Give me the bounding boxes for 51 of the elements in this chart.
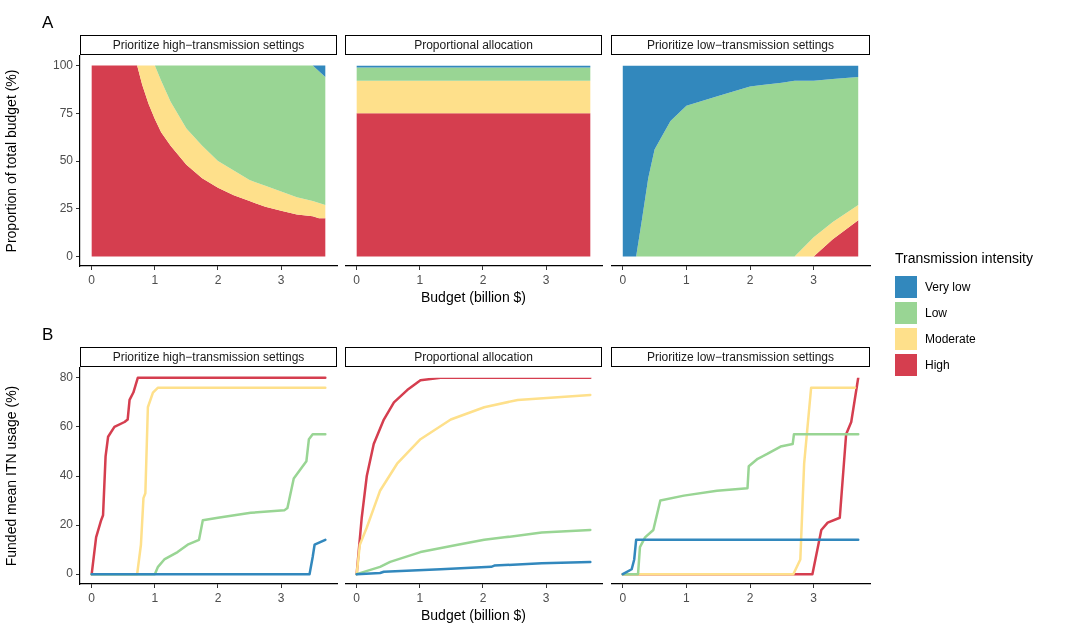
y-tick-label: 75 bbox=[59, 105, 74, 120]
x-tick-label: 1 bbox=[151, 272, 159, 287]
y-tick-label: 80 bbox=[59, 370, 74, 385]
x-tick-label: 2 bbox=[214, 590, 222, 605]
text: B bbox=[42, 325, 54, 345]
chart-title: Proportional allocation bbox=[345, 35, 602, 55]
chart-title: Prioritize high−transmission settings bbox=[80, 347, 337, 367]
legend-title: Transmission intensity bbox=[895, 250, 1033, 266]
y-tick-label: 50 bbox=[59, 153, 74, 168]
x-tick-label: 3 bbox=[277, 590, 285, 605]
x-tick-label: 0 bbox=[88, 272, 96, 287]
x-axis-title: Budget (billion $) bbox=[420, 289, 527, 306]
x-tick-label: 2 bbox=[479, 272, 487, 287]
x-tick-label: 3 bbox=[542, 272, 550, 287]
x-tick-label: 2 bbox=[746, 272, 754, 287]
y-tick-label: 25 bbox=[59, 201, 74, 216]
chart-title: Prioritize low−transmission settings bbox=[611, 35, 870, 55]
x-tick-label: 0 bbox=[619, 272, 627, 287]
y-tick-label: 0 bbox=[66, 248, 74, 263]
y-tick-label: 40 bbox=[59, 468, 74, 483]
text: A bbox=[42, 13, 54, 33]
y-tick-label: 0 bbox=[66, 566, 74, 581]
x-tick-label: 3 bbox=[810, 590, 818, 605]
legend-label: Low bbox=[925, 306, 948, 320]
x-tick-label: 3 bbox=[542, 590, 550, 605]
chart-title: Prioritize high−transmission settings bbox=[80, 35, 337, 55]
chart-title: Proportional allocation bbox=[345, 347, 602, 367]
y-tick-label: 60 bbox=[59, 419, 74, 434]
x-tick-label: 2 bbox=[214, 272, 222, 287]
x-tick-label: 0 bbox=[353, 272, 361, 287]
y-tick-label: 100 bbox=[52, 57, 74, 72]
x-tick-label: 1 bbox=[683, 272, 691, 287]
y-axis-title: Funded mean ITN usage (%) bbox=[3, 385, 20, 567]
x-tick-label: 2 bbox=[479, 590, 487, 605]
x-tick-label: 1 bbox=[416, 590, 424, 605]
legend-label: High bbox=[925, 358, 950, 372]
x-tick-label: 0 bbox=[353, 590, 361, 605]
y-axis-title: Proportion of total budget (%) bbox=[3, 69, 20, 253]
chart-title: Prioritize low−transmission settings bbox=[611, 347, 870, 367]
x-tick-label: 2 bbox=[746, 590, 754, 605]
x-tick-label: 0 bbox=[88, 590, 96, 605]
x-axis-title: Budget (billion $) bbox=[420, 607, 527, 624]
x-tick-label: 1 bbox=[416, 272, 424, 287]
x-tick-label: 1 bbox=[683, 590, 691, 605]
x-tick-label: 0 bbox=[619, 590, 627, 605]
x-tick-label: 3 bbox=[810, 272, 818, 287]
legend-label: Very low bbox=[925, 280, 971, 294]
x-tick-label: 3 bbox=[277, 272, 285, 287]
y-tick-label: 20 bbox=[59, 517, 74, 532]
legend-label: Moderate bbox=[925, 332, 976, 346]
x-tick-label: 1 bbox=[151, 590, 159, 605]
